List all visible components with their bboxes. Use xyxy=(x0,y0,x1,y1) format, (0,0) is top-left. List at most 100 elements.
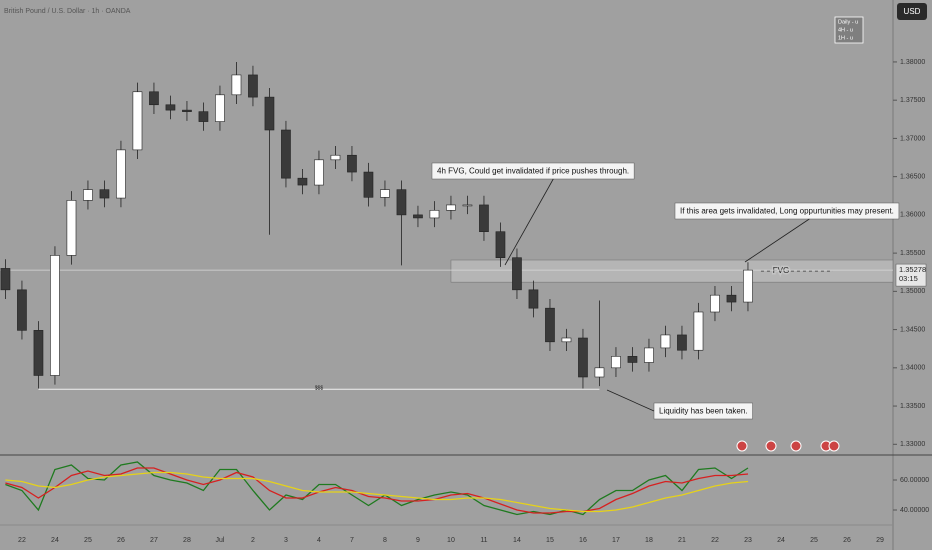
x-tick-label: 2 xyxy=(251,537,255,544)
x-tick-label: 22 xyxy=(711,537,719,544)
legend-line: 1H - u xyxy=(838,35,853,41)
candle-body xyxy=(627,356,638,363)
x-tick-label: 29 xyxy=(876,537,884,544)
y-tick-label: 1.38000 xyxy=(900,59,925,66)
x-tick-label: Jul xyxy=(215,537,224,544)
event-icon[interactable] xyxy=(765,440,777,452)
y-tick-label: 1.37000 xyxy=(900,135,925,142)
x-tick-label: 17 xyxy=(612,537,620,544)
fvg-zone xyxy=(450,259,894,283)
x-tick-label: 8 xyxy=(383,537,387,544)
legend-line: 4H - u xyxy=(838,27,853,33)
candle-body xyxy=(231,74,242,96)
annotation-pointer xyxy=(606,389,655,412)
candle-body xyxy=(66,200,77,256)
x-tick-label: 9 xyxy=(416,537,420,544)
candle-body xyxy=(149,91,159,106)
x-tick-label: 15 xyxy=(546,537,554,544)
candle-body xyxy=(462,204,473,207)
annotation-text: Liquidity has been taken. xyxy=(659,407,748,416)
candle-body xyxy=(281,129,291,179)
event-icon[interactable] xyxy=(828,440,840,452)
annotation-pointer xyxy=(504,178,554,266)
candle-body xyxy=(512,257,522,291)
rsi-line xyxy=(5,467,749,514)
candle-body xyxy=(429,209,440,219)
legend-line: Daily - u xyxy=(838,19,858,25)
chart-title: British Pound / U.S. Dollar · 1h · OANDA xyxy=(4,8,131,15)
candle-body xyxy=(363,171,374,198)
x-tick-label: 25 xyxy=(810,537,818,544)
candle-body xyxy=(578,337,588,378)
x-tick-label: 26 xyxy=(843,537,851,544)
candle-body xyxy=(479,204,489,233)
liquidity-label: $$$ xyxy=(315,386,324,392)
candle-body xyxy=(165,104,176,111)
candle-body xyxy=(0,268,11,291)
x-tick-label: 16 xyxy=(579,537,587,544)
candle-body xyxy=(99,189,110,199)
y-tick-label: 1.37500 xyxy=(900,97,925,104)
fvg-label: FVG xyxy=(773,266,789,275)
candle-body xyxy=(660,334,671,349)
x-tick-label: 24 xyxy=(777,537,785,544)
annotation-pointer xyxy=(744,218,810,263)
x-tick-label: 18 xyxy=(645,537,653,544)
candle-body xyxy=(215,94,225,122)
candle-body xyxy=(710,294,720,313)
candle-body xyxy=(330,154,341,161)
y-tick-label: 1.33000 xyxy=(900,441,925,448)
annotation-box xyxy=(674,202,900,220)
event-icons xyxy=(736,440,840,452)
candle-body xyxy=(198,111,209,122)
price-tag-countdown: 03:15 xyxy=(899,274,918,283)
candle-body xyxy=(182,109,192,112)
annotation-text: If this area gets invalidated, Long oppu… xyxy=(680,207,894,216)
candle-body xyxy=(297,177,308,186)
y-tick-label: 1.34000 xyxy=(900,365,925,372)
candle-body xyxy=(528,289,539,309)
event-icon[interactable] xyxy=(790,440,802,452)
x-tick-label: 28 xyxy=(183,537,191,544)
x-tick-label: 25 xyxy=(84,537,92,544)
y-tick-label: 60.00000 xyxy=(900,477,929,484)
x-tick-label: 27 xyxy=(150,537,158,544)
candle-body xyxy=(561,337,572,343)
annotation-box xyxy=(431,162,635,180)
price-tag xyxy=(895,263,927,287)
candle-body xyxy=(17,289,27,331)
currency-button[interactable] xyxy=(897,3,927,20)
y-tick-label: 1.36000 xyxy=(900,212,925,219)
currency-label[interactable]: USD xyxy=(904,7,921,16)
candle-body xyxy=(380,189,390,198)
candle-body xyxy=(83,189,93,201)
candle-body xyxy=(413,214,423,219)
x-tick-label: 21 xyxy=(678,537,686,544)
candle-body xyxy=(446,204,456,211)
candle-body xyxy=(248,74,258,98)
x-tick-label: 24 xyxy=(51,537,59,544)
x-tick-label: 23 xyxy=(744,537,752,544)
y-tick-label: 1.33500 xyxy=(900,403,925,410)
x-tick-label: 3 xyxy=(284,537,288,544)
event-icon[interactable] xyxy=(736,440,748,452)
candle-body xyxy=(545,307,555,343)
x-tick-label: 10 xyxy=(447,537,455,544)
candle-body xyxy=(33,330,44,376)
y-tick-label: 1.35500 xyxy=(900,250,925,257)
candle-body xyxy=(726,294,737,303)
price-tag-value: 1.35278 xyxy=(899,265,926,274)
y-tick-label: 40.00000 xyxy=(900,507,929,514)
y-tick-label: 1.36500 xyxy=(900,173,925,180)
candle-body xyxy=(743,269,753,303)
x-tick-label: 7 xyxy=(350,537,354,544)
candle-body xyxy=(50,255,60,376)
y-tick-label: 1.35000 xyxy=(900,288,925,295)
x-tick-label: 4 xyxy=(317,537,321,544)
candle-body xyxy=(264,96,275,131)
candle-body xyxy=(594,367,605,378)
x-tick-label: 14 xyxy=(513,537,521,544)
candle-body xyxy=(116,149,126,199)
candle-body xyxy=(132,91,143,151)
